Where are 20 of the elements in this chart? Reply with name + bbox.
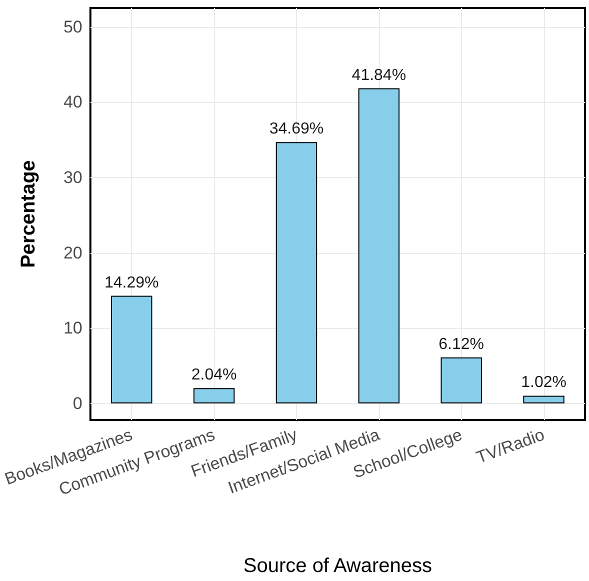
y-axis-title: Percentage <box>17 160 40 268</box>
data-label: 34.69% <box>269 120 324 138</box>
x-axis-title: Source of Awareness <box>243 555 432 577</box>
y-tick-label: 30 <box>63 168 82 187</box>
data-label: 6.12% <box>438 336 484 353</box>
bar <box>358 88 400 404</box>
bar <box>276 142 318 404</box>
data-label: 1.02% <box>521 374 566 392</box>
bar <box>111 296 152 404</box>
y-tick-label: 0 <box>72 394 82 413</box>
data-label: 14.29% <box>104 274 159 292</box>
bar <box>440 357 482 404</box>
data-label: 41.84% <box>352 66 406 84</box>
data-label: 2.04% <box>191 366 237 384</box>
y-tick-label: 10 <box>63 318 82 338</box>
y-tick-label: 50 <box>63 17 82 36</box>
bar <box>193 388 235 404</box>
bar <box>523 396 564 404</box>
y-tick-label: 20 <box>63 243 82 262</box>
y-tick-label: 40 <box>63 92 82 112</box>
